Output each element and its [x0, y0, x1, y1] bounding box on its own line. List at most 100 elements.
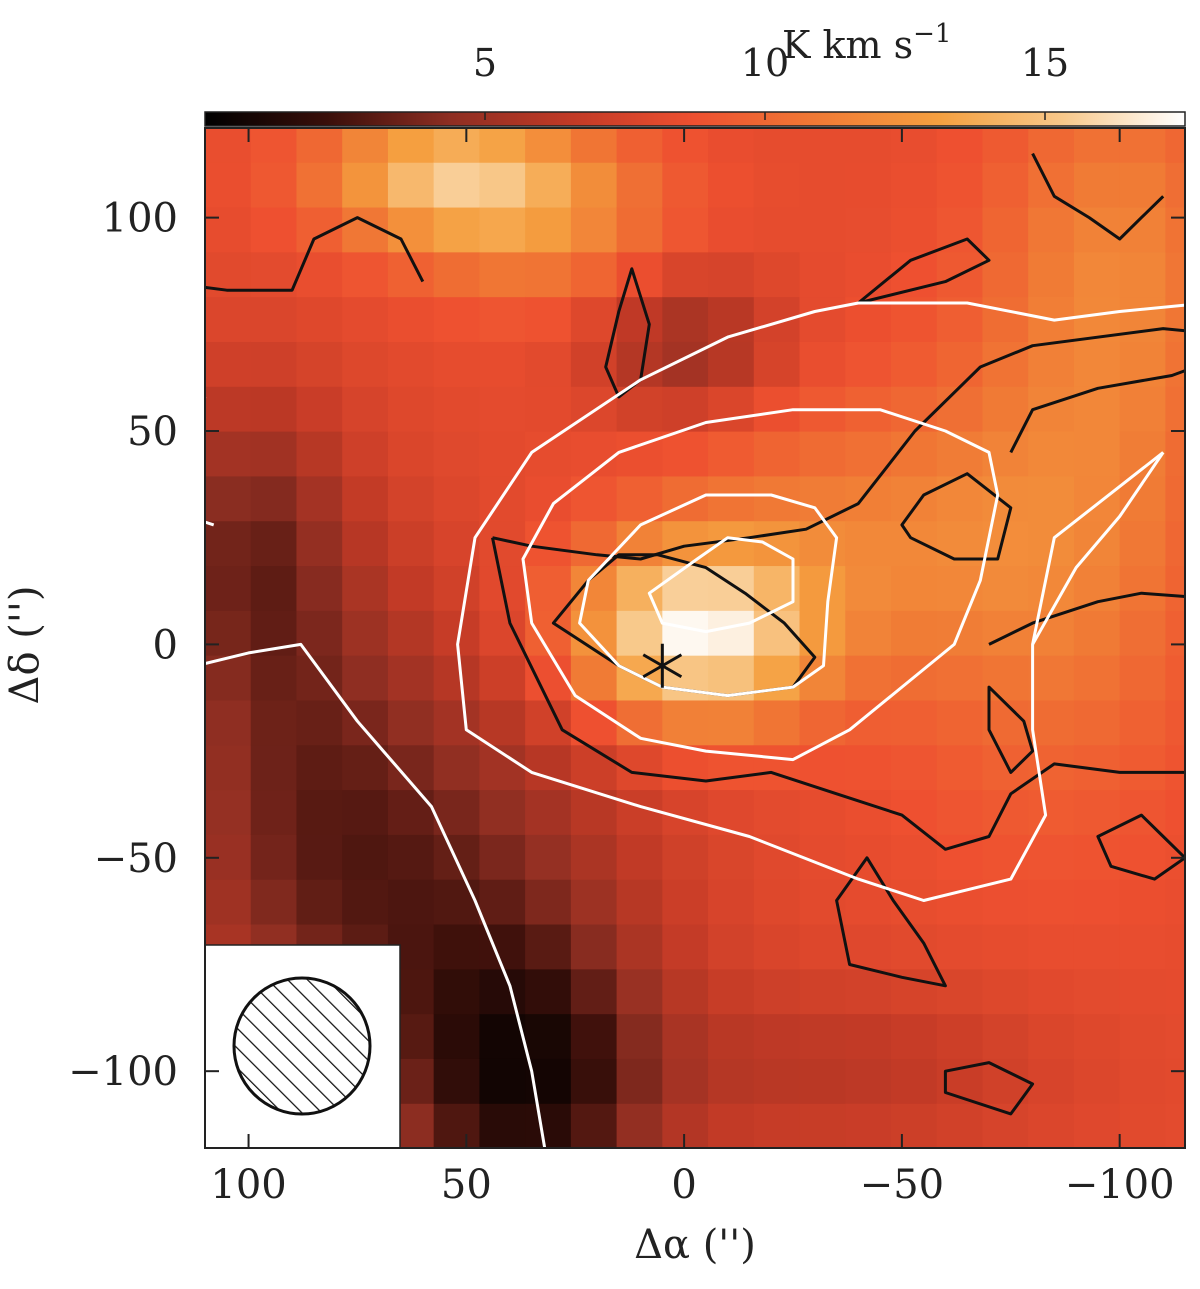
heatmap-cell — [525, 431, 572, 477]
heatmap-cell — [1073, 251, 1121, 298]
heatmap-cell — [936, 1013, 984, 1059]
white-contour-line — [521, 408, 1000, 762]
heatmap-cell — [708, 386, 755, 432]
heatmap-cell — [708, 1058, 755, 1104]
heatmap-cell — [1165, 296, 1185, 342]
heatmap-cell — [387, 699, 435, 746]
heatmap-cell — [1119, 386, 1166, 432]
heatmap-cell — [799, 341, 846, 387]
heatmap-cell — [570, 744, 618, 791]
heatmap-cell — [296, 128, 343, 163]
heatmap-cell — [616, 968, 663, 1015]
heatmap-cell — [205, 699, 252, 746]
heatmap-cell — [891, 475, 938, 522]
heatmap-cell — [845, 206, 892, 253]
heatmap-cell — [525, 923, 572, 970]
heatmap-cell — [1028, 565, 1075, 611]
heatmap-cell — [525, 73, 571, 118]
heatmap-cell — [753, 923, 801, 970]
heatmap-cell — [250, 475, 298, 522]
heatmap-cell — [1073, 610, 1121, 656]
heatmap-cell — [296, 834, 343, 880]
heatmap-cell — [845, 789, 892, 835]
heatmap-cell — [982, 834, 1029, 880]
heatmap-cell — [982, 162, 1029, 208]
heatmap-cell — [342, 655, 389, 701]
x-axis-title: Δα ('') — [634, 1222, 756, 1268]
heatmap-cell — [753, 968, 801, 1015]
heatmap-cell — [525, 296, 572, 342]
heatmap-cell — [753, 1058, 801, 1104]
heatmap-cell — [753, 744, 801, 791]
heatmap-cell — [1165, 565, 1185, 611]
x-axis: 100 50 0 −50 −100 — [210, 128, 1175, 1208]
heatmap-cell — [616, 610, 663, 656]
heatmap-cell — [616, 162, 663, 208]
heatmap-cell — [982, 923, 1029, 970]
heatmap-cell — [296, 789, 343, 835]
heatmap-cell — [205, 610, 252, 656]
heatmap-cell — [205, 565, 252, 611]
heatmap-cell — [799, 1103, 846, 1148]
heatmap-cell — [570, 968, 618, 1015]
heatmap-cell — [1165, 923, 1185, 970]
heatmap-cell — [662, 565, 709, 611]
heatmap-cell — [1028, 1013, 1075, 1059]
heatmap-cell — [387, 162, 435, 208]
heatmap-cell — [570, 1058, 618, 1104]
heatmap-cell — [1028, 834, 1075, 880]
heatmap-cell — [662, 699, 709, 746]
heatmap-cell — [433, 162, 480, 208]
heatmap-cell — [982, 386, 1029, 432]
heatmap-cell — [1119, 610, 1166, 656]
black-contour-line — [856, 237, 991, 305]
heatmap-cell — [433, 386, 480, 432]
heatmap-cell — [936, 879, 984, 925]
heatmap-cell — [205, 206, 252, 253]
heatmap-cell — [479, 789, 526, 835]
heatmap-cell — [891, 1058, 938, 1104]
heatmap-cell — [1119, 834, 1166, 880]
heatmap-cell — [433, 341, 480, 387]
heatmap-cell — [845, 565, 892, 611]
heatmap-cell — [1073, 431, 1121, 477]
heatmap-cell — [205, 128, 252, 163]
x-tick-label: −50 — [860, 1162, 944, 1208]
heatmap-cell — [387, 341, 435, 387]
heatmap-cell — [1165, 744, 1185, 791]
heatmap-cell — [525, 1103, 572, 1148]
heatmap-cell — [571, 73, 617, 118]
heatmap-cell — [525, 251, 572, 298]
heatmap-cell — [1165, 73, 1200, 118]
heatmap-cell — [845, 251, 892, 298]
heatmap-cell — [708, 431, 755, 477]
black-contour-line — [492, 327, 1185, 561]
colorbar-tick-label: 10 — [741, 41, 789, 85]
heatmap-cell — [662, 923, 709, 970]
heatmap-cell — [1165, 520, 1185, 567]
heatmap-cell — [342, 128, 389, 163]
heatmap-cell — [799, 699, 846, 746]
heatmap-cell — [433, 923, 480, 970]
heatmap-cell — [662, 744, 709, 791]
heatmap-cell — [1165, 386, 1185, 432]
heatmap-cell — [1165, 251, 1185, 298]
heatmap-cell — [1073, 789, 1121, 835]
heatmap-cell — [936, 206, 984, 253]
heatmap-cell — [891, 386, 938, 432]
heatmap-cell — [936, 968, 984, 1015]
heatmap-cell — [250, 834, 298, 880]
heatmap-cell — [753, 206, 801, 253]
black-contour-line — [1009, 369, 1185, 454]
heatmap-cell — [936, 1103, 984, 1148]
heatmap-cell — [433, 968, 480, 1015]
heatmap-cell — [936, 744, 984, 791]
heatmap-cell — [799, 296, 846, 342]
heatmap-cell — [662, 968, 709, 1015]
heatmap-cell — [936, 162, 984, 208]
heatmap-cell — [937, 73, 983, 118]
colorbar-label: K km s−1 — [782, 19, 951, 67]
heatmap-cell — [891, 73, 937, 118]
heatmap-cell — [433, 475, 480, 522]
heatmap-cell — [525, 1013, 572, 1059]
